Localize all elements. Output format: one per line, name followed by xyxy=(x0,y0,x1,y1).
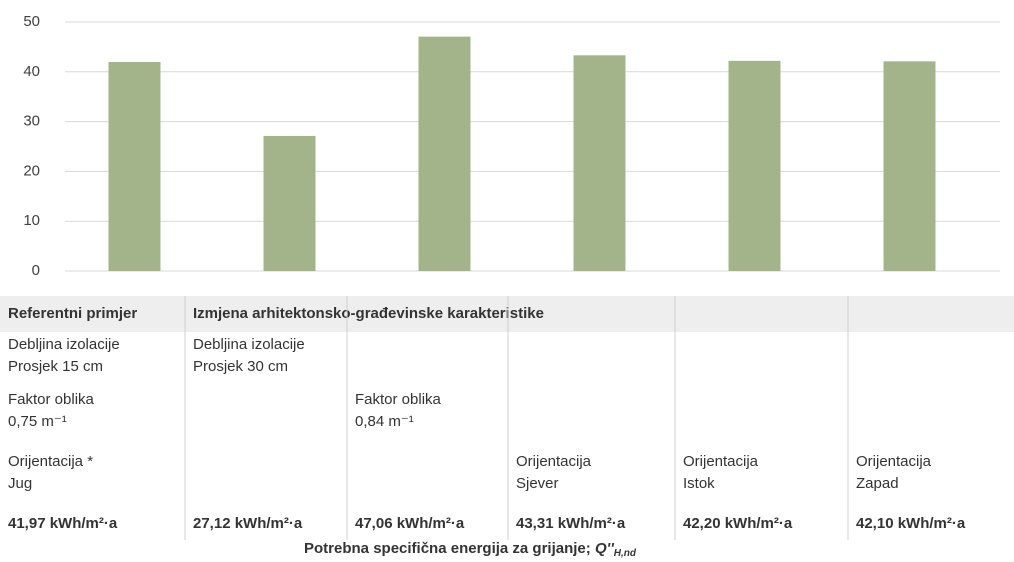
table-cell: Jug xyxy=(8,475,32,492)
table-cell: Orijentacija * xyxy=(8,453,93,470)
table-cell: Zapad xyxy=(856,475,899,492)
y-tick-label: 50 xyxy=(23,13,40,30)
value-label: 27,12 kWh/m²·a xyxy=(193,515,303,532)
table-cell: 0,84 m⁻¹ xyxy=(355,413,414,430)
table-cell: Orijentacija xyxy=(856,453,932,470)
bar xyxy=(108,61,161,272)
table-cell: Faktor oblika xyxy=(8,391,95,408)
value-label: 41,97 kWh/m²·a xyxy=(8,515,118,532)
table-cell: Sjever xyxy=(516,475,559,492)
bar xyxy=(418,36,471,271)
bar xyxy=(263,135,316,271)
table-cell: Faktor oblika xyxy=(355,391,442,408)
caption-symbol: Q'' xyxy=(595,540,614,557)
table-cell: Debljina izolacije xyxy=(193,336,305,353)
y-tick-label: 0 xyxy=(32,262,40,279)
value-label: 47,06 kWh/m²·a xyxy=(355,515,465,532)
table-header-bg xyxy=(0,296,1014,332)
table-cell: 0,75 m⁻¹ xyxy=(8,413,67,430)
value-label: 42,20 kWh/m²·a xyxy=(683,515,793,532)
caption-text: Potrebna specifična energija za grijanje… xyxy=(304,540,591,557)
table-cell: Prosjek 15 cm xyxy=(8,358,103,375)
y-tick-label: 40 xyxy=(23,63,40,80)
table-cell: Prosjek 30 cm xyxy=(193,358,288,375)
bar xyxy=(573,55,626,272)
bar xyxy=(728,60,781,272)
table-cell: Orijentacija xyxy=(683,453,759,470)
table-cell: Istok xyxy=(683,475,715,492)
table-header: Referentni primjer xyxy=(8,305,137,322)
value-label: 42,10 kWh/m²·a xyxy=(856,515,966,532)
y-tick-label: 20 xyxy=(23,162,40,179)
bar xyxy=(883,61,936,272)
y-tick-label: 30 xyxy=(23,113,40,130)
y-tick-label: 10 xyxy=(23,212,40,229)
table-cell: Orijentacija xyxy=(516,453,592,470)
table-cell: Debljina izolacije xyxy=(8,336,120,353)
value-label: 43,31 kWh/m²·a xyxy=(516,515,626,532)
caption: Potrebna specifična energija za grijanje… xyxy=(304,540,637,559)
table-header: Izmjena arhitektonsko-građevinske karakt… xyxy=(193,305,544,322)
caption-subscript: H,nd xyxy=(614,548,637,559)
